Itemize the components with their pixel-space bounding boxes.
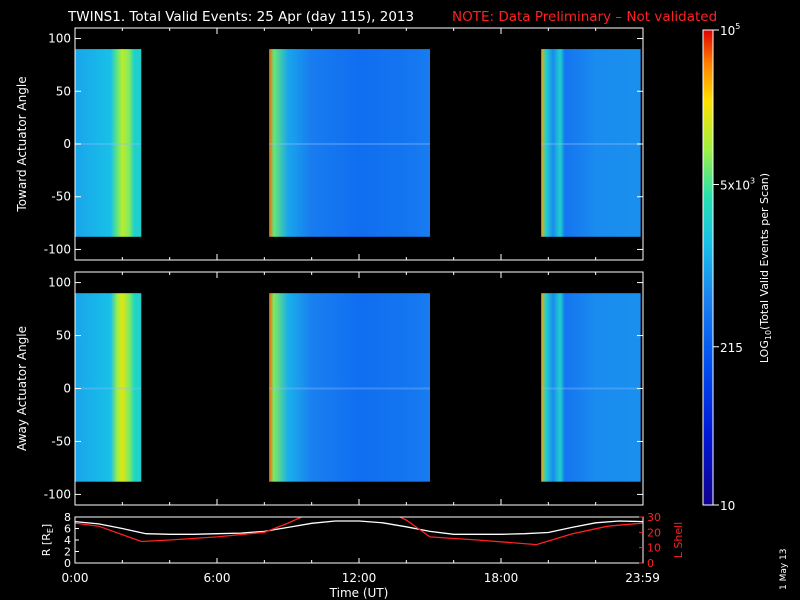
x-tick-label: 0:00 — [62, 571, 89, 585]
data-block — [269, 293, 430, 482]
data-block — [541, 293, 641, 482]
x-axis-label: Time (UT) — [329, 586, 389, 600]
y-tick-label: 0 — [64, 557, 71, 570]
footer-date: 1 May 13 — [779, 548, 789, 590]
y-tick-label: 8 — [64, 511, 71, 524]
colorbar-tick-label: 10 — [720, 499, 735, 513]
colorbar-tick-label: 215 — [720, 341, 743, 355]
lshell-series — [75, 517, 643, 546]
y-tick-label: -50 — [51, 190, 71, 204]
x-tick-label: 6:00 — [204, 571, 231, 585]
x-tick-label: 23:59 — [625, 571, 660, 585]
x-tick-label: 18:00 — [484, 571, 519, 585]
y-tick-label: 2 — [64, 546, 71, 559]
y-tick-label: -50 — [51, 434, 71, 448]
colorbar-gradient — [702, 29, 714, 506]
y-axis-label: Toward Actuator Angle — [15, 76, 29, 212]
orbit-y2-label: L Shell — [672, 522, 685, 558]
data-block — [541, 49, 641, 237]
y-tick-label: 6 — [64, 523, 71, 536]
y-tick-label: 100 — [48, 32, 71, 46]
data-block — [75, 293, 142, 482]
y-tick-label: -100 — [44, 487, 71, 501]
y-tick-label: 50 — [56, 329, 71, 343]
toward-angle-panel: 100 50 0 -50 -100 Toward Actuator Angle — [15, 27, 644, 261]
y-axis-label: Away Actuator Angle — [15, 326, 29, 451]
y-tick-label: 50 — [56, 84, 71, 98]
y2-tick-label: 20 — [647, 526, 661, 539]
away-angle-panel: 100 50 0 -50 -100 Away Actuator Angle — [15, 271, 644, 506]
y2-tick-label: 10 — [647, 542, 661, 555]
y2-tick-label: 0 — [647, 557, 654, 570]
y-tick-label: -100 — [44, 242, 71, 256]
y2-tick-label: 30 — [647, 511, 661, 524]
x-tick-label: 12:00 — [342, 571, 377, 585]
y-tick-label: 100 — [48, 276, 71, 290]
colorbar: 10 215 5x103 105 LOG10(Total Valid Events pe… — [702, 22, 773, 513]
y-tick-label: 0 — [63, 137, 71, 151]
preliminary-note: NOTE: Data Preliminary – Not validated — [452, 9, 717, 25]
y-tick-label: 0 — [63, 382, 71, 396]
data-block — [269, 49, 430, 237]
y-tick-label: 4 — [64, 534, 71, 547]
colorbar-label: LOG10(Total Valid Events per Scan) — [758, 173, 773, 363]
colorbar-tick-label: 105 — [720, 22, 740, 38]
data-block — [75, 49, 142, 237]
orbit-y-label: R [RE] — [40, 524, 55, 556]
radius-series — [75, 520, 643, 535]
colorbar-tick-label: 5x103 — [720, 176, 755, 192]
plot-title: TWINS1. Total Valid Events: 25 Apr (day … — [67, 9, 414, 25]
